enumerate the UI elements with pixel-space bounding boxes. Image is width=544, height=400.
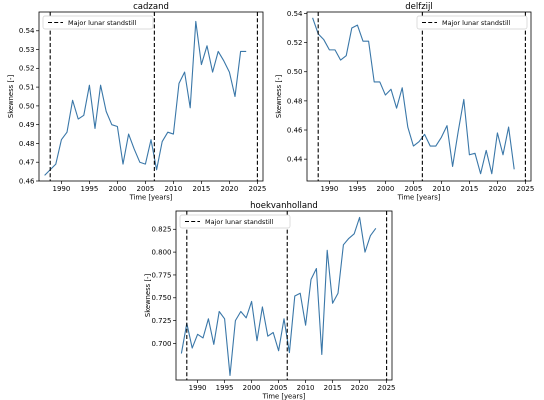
x-tick-label: 2000 bbox=[108, 185, 126, 193]
legend-box bbox=[42, 15, 154, 30]
legend-label: Major lunar standstill bbox=[68, 19, 137, 27]
x-tick-label: 2005 bbox=[404, 185, 422, 193]
x-tick-label: 1990 bbox=[320, 185, 338, 193]
y-tick-label: 0.52 bbox=[19, 65, 35, 73]
x-tick-label: 2020 bbox=[351, 384, 369, 392]
x-tick-label: 2025 bbox=[378, 384, 396, 392]
legend-label: Major lunar standstill bbox=[205, 218, 274, 226]
y-tick-label: 0.48 bbox=[287, 97, 303, 105]
chart-cadzand: cadzand 1990 1995 2000 2005 2010 2015 2020 2025 0… bbox=[7, 2, 266, 202]
y-tick-label: 0.54 bbox=[19, 27, 35, 35]
x-tick-label: 2025 bbox=[516, 185, 534, 193]
y-tick-label: 0.750 bbox=[151, 294, 171, 302]
legend: Major lunar standstill bbox=[179, 214, 291, 229]
y-tick-label: 0.48 bbox=[19, 140, 35, 148]
x-tick-label: 2020 bbox=[488, 185, 506, 193]
chart-title: delfzijl bbox=[405, 2, 433, 12]
x-tick-label: 2020 bbox=[220, 185, 238, 193]
x-tick-label: 2005 bbox=[136, 185, 154, 193]
x-tick-label: 2015 bbox=[192, 185, 210, 193]
plot-frame bbox=[306, 11, 532, 182]
y-axis-label: Skewness [-] bbox=[275, 75, 283, 119]
series-line bbox=[180, 216, 377, 376]
x-tick-label: 1990 bbox=[189, 384, 207, 392]
y-tick-label: 0.46 bbox=[287, 126, 303, 134]
plot-frame bbox=[175, 210, 393, 381]
x-tick-label: 2015 bbox=[324, 384, 342, 392]
x-tick-label: 1995 bbox=[80, 185, 98, 193]
legend-box bbox=[179, 214, 291, 229]
legend-label: Major lunar standstill bbox=[442, 19, 511, 27]
y-tick-label: 0.800 bbox=[151, 249, 171, 257]
x-tick-label: 2010 bbox=[297, 384, 315, 392]
y-tick-label: 0.49 bbox=[19, 121, 35, 129]
y-tick-label: 0.54 bbox=[287, 10, 303, 18]
x-tick-label: 2000 bbox=[376, 185, 394, 193]
x-tick-label: 2010 bbox=[432, 185, 450, 193]
x-tick-label: 1990 bbox=[52, 185, 70, 193]
x-axis-label: Time [years] bbox=[129, 194, 173, 202]
legend-box bbox=[416, 15, 528, 30]
y-tick-label: 0.825 bbox=[151, 226, 171, 234]
chart-title: hoekvanholland bbox=[250, 201, 318, 211]
y-tick-label: 0.46 bbox=[19, 177, 35, 185]
chart-hoekvanholland: hoekvanholland 1990 1995 2000 2005 2010 2015 20… bbox=[144, 201, 396, 400]
x-tick-label: 2025 bbox=[248, 185, 266, 193]
y-axis-label: Skewness [-] bbox=[144, 274, 152, 318]
x-tick-label: 1995 bbox=[348, 185, 366, 193]
y-tick-label: 0.50 bbox=[19, 102, 35, 110]
x-axis-label: Time [years] bbox=[397, 194, 441, 202]
y-tick-label: 0.775 bbox=[151, 271, 171, 279]
y-tick-label: 0.50 bbox=[287, 68, 303, 76]
chart-delfzijl: delfzijl 1990 1995 2000 2005 2010 2015 2020 2025… bbox=[275, 2, 534, 202]
x-tick-label: 2015 bbox=[460, 185, 478, 193]
legend: Major lunar standstill bbox=[416, 15, 528, 30]
y-tick-label: 0.51 bbox=[19, 84, 35, 92]
y-axis-label: Skewness [-] bbox=[7, 75, 15, 119]
y-tick-label: 0.700 bbox=[151, 340, 171, 348]
plot-frame bbox=[38, 11, 264, 182]
y-tick-label: 0.725 bbox=[151, 317, 171, 325]
y-tick-label: 0.44 bbox=[287, 156, 303, 164]
x-tick-label: 1995 bbox=[216, 384, 234, 392]
x-tick-label: 2005 bbox=[270, 384, 288, 392]
chart-title: cadzand bbox=[133, 2, 169, 12]
series-line bbox=[312, 17, 515, 175]
x-tick-label: 2010 bbox=[164, 185, 182, 193]
y-tick-label: 0.52 bbox=[287, 39, 303, 47]
x-axis-label: Time [years] bbox=[262, 393, 306, 400]
y-tick-label: 0.53 bbox=[19, 46, 35, 54]
y-tick-label: 0.47 bbox=[19, 159, 35, 167]
x-tick-label: 2000 bbox=[243, 384, 261, 392]
legend: Major lunar standstill bbox=[42, 15, 154, 30]
series-line bbox=[44, 20, 247, 176]
